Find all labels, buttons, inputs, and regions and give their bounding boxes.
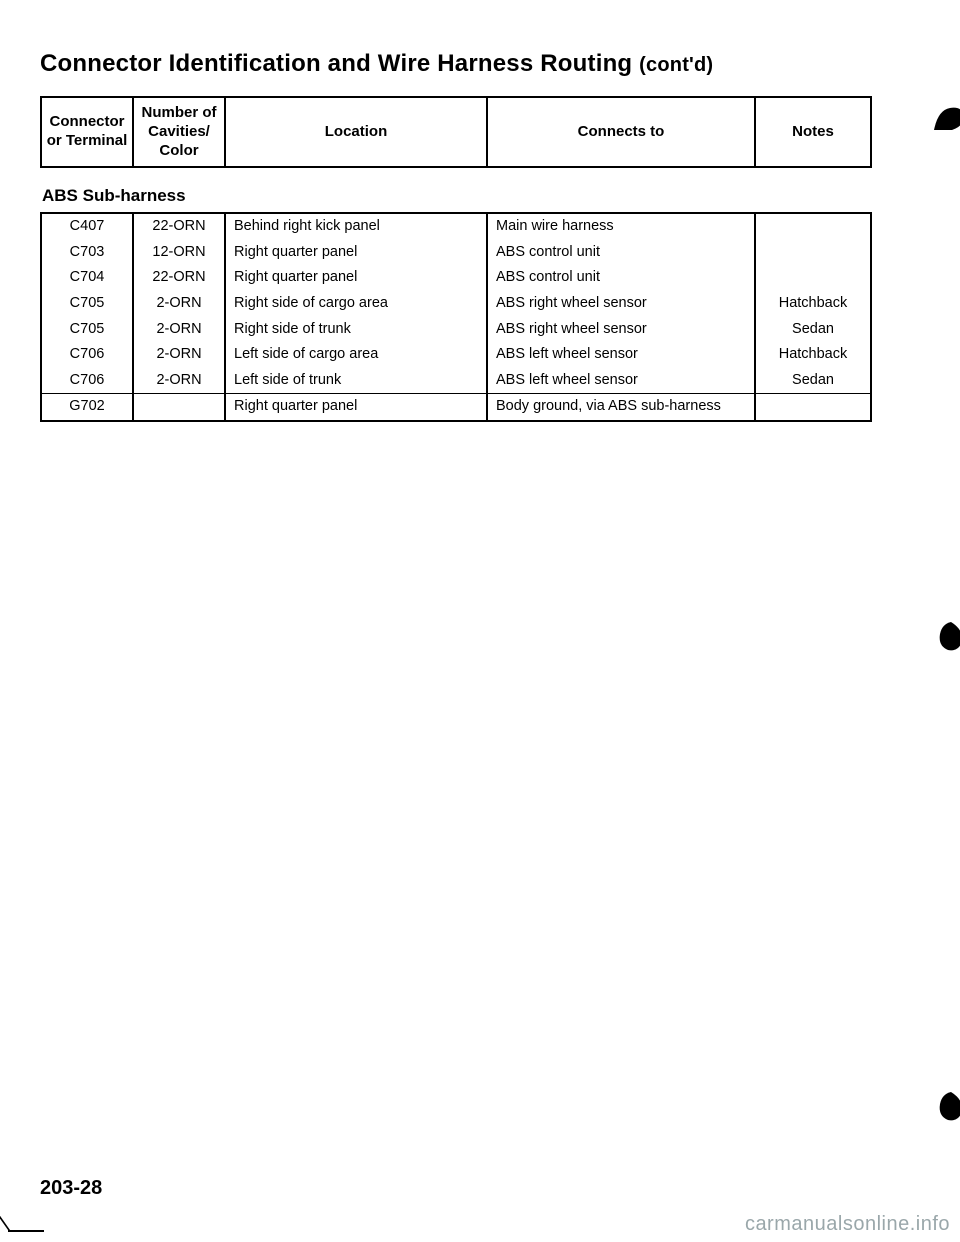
cell-location: Behind right kick panel xyxy=(225,213,487,240)
cell-connector: G702 xyxy=(41,394,133,421)
cell-connects: Main wire harness xyxy=(487,213,755,240)
cell-connects: ABS right wheel sensor xyxy=(487,291,755,317)
cell-cavities: 2-ORN xyxy=(133,368,225,394)
cell-cavities xyxy=(133,394,225,421)
table-row: C705 2-ORN Right side of cargo area ABS … xyxy=(41,291,871,317)
cell-location: Right quarter panel xyxy=(225,240,487,266)
cell-connects: ABS right wheel sensor xyxy=(487,317,755,343)
cell-notes: Hatchback xyxy=(755,291,871,317)
cell-location: Left side of cargo area xyxy=(225,342,487,368)
data-table: C407 22-ORN Behind right kick panel Main… xyxy=(40,212,872,422)
cell-notes: Sedan xyxy=(755,317,871,343)
cell-connects: ABS left wheel sensor xyxy=(487,342,755,368)
cell-cavities: 22-ORN xyxy=(133,213,225,240)
cell-connector: C703 xyxy=(41,240,133,266)
table-row: C704 22-ORN Right quarter panel ABS cont… xyxy=(41,265,871,291)
cell-location: Left side of trunk xyxy=(225,368,487,394)
thumb-index-icon xyxy=(932,100,960,134)
header-connects: Connects to xyxy=(487,97,755,167)
table-row: C706 2-ORN Left side of cargo area ABS l… xyxy=(41,342,871,368)
cell-connector: C704 xyxy=(41,265,133,291)
header-table: Connector or Terminal Number of Cavities… xyxy=(40,96,872,168)
cell-location: Right quarter panel xyxy=(225,394,487,421)
header-cavities: Number of Cavities/ Color xyxy=(133,97,225,167)
cell-connector: C407 xyxy=(41,213,133,240)
cell-connects: ABS control unit xyxy=(487,265,755,291)
cell-connector: C706 xyxy=(41,368,133,394)
cell-notes xyxy=(755,394,871,421)
cell-cavities: 2-ORN xyxy=(133,317,225,343)
cell-location: Right quarter panel xyxy=(225,265,487,291)
cell-connects: ABS control unit xyxy=(487,240,755,266)
cell-connector: C706 xyxy=(41,342,133,368)
cell-connector: C705 xyxy=(41,291,133,317)
cell-connects: Body ground, via ABS sub-harness xyxy=(487,394,755,421)
cell-connects: ABS left wheel sensor xyxy=(487,368,755,394)
cell-notes xyxy=(755,240,871,266)
table-row: C407 22-ORN Behind right kick panel Main… xyxy=(41,213,871,240)
table-row: C706 2-ORN Left side of trunk ABS left w… xyxy=(41,368,871,394)
cell-notes xyxy=(755,213,871,240)
cell-location: Right side of trunk xyxy=(225,317,487,343)
header-location: Location xyxy=(225,97,487,167)
cell-notes: Sedan xyxy=(755,368,871,394)
cell-notes xyxy=(755,265,871,291)
title-main: Connector Identification and Wire Harnes… xyxy=(40,50,639,77)
watermark: carmanualsonline.info xyxy=(745,1213,950,1236)
header-connector: Connector or Terminal xyxy=(41,97,133,167)
cell-connector: C705 xyxy=(41,317,133,343)
table-row: G702 Right quarter panel Body ground, vi… xyxy=(41,394,871,421)
table-row: C705 2-ORN Right side of trunk ABS right… xyxy=(41,317,871,343)
thumb-index-icon xyxy=(936,1090,960,1124)
table-row: C703 12-ORN Right quarter panel ABS cont… xyxy=(41,240,871,266)
section-label: ABS Sub-harness xyxy=(42,186,930,206)
corner-mark-icon xyxy=(8,1212,44,1232)
cell-location: Right side of cargo area xyxy=(225,291,487,317)
page-number: 203-28 xyxy=(40,1177,102,1200)
cell-notes: Hatchback xyxy=(755,342,871,368)
header-notes: Notes xyxy=(755,97,871,167)
page-title: Connector Identification and Wire Harnes… xyxy=(40,50,930,78)
cell-cavities: 12-ORN xyxy=(133,240,225,266)
cell-cavities: 2-ORN xyxy=(133,342,225,368)
title-contd: (cont'd) xyxy=(639,54,713,76)
cell-cavities: 2-ORN xyxy=(133,291,225,317)
cell-cavities: 22-ORN xyxy=(133,265,225,291)
thumb-index-icon xyxy=(936,620,960,654)
